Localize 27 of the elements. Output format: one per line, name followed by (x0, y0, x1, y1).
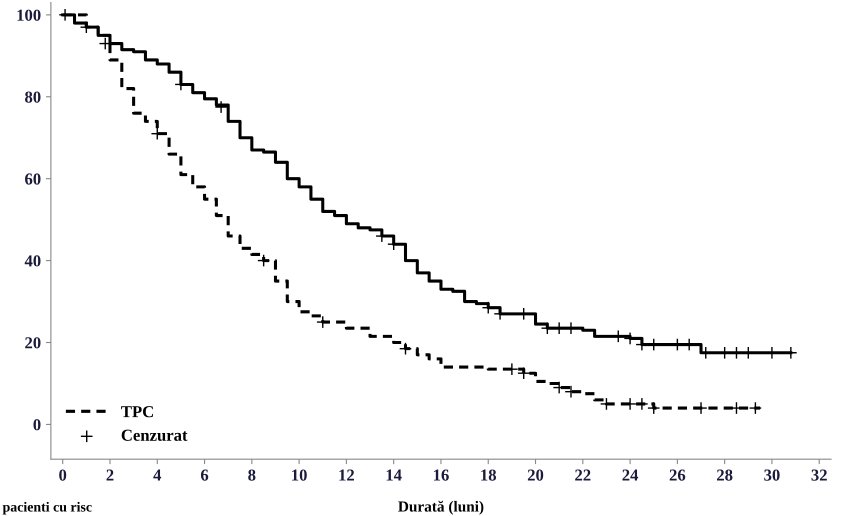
x-tick-label: 8 (248, 469, 256, 481)
x-tick-label: 22 (575, 469, 590, 481)
y-tick-label: 60 (25, 173, 41, 185)
x-tick-label: 30 (764, 469, 780, 481)
x-tick-label: 14 (386, 470, 402, 481)
x-tick-label: 2 (106, 469, 114, 481)
legend-label: Cenzurat (122, 430, 188, 441)
y-tick-label: 20 (25, 337, 41, 348)
x-tick-label: 32 (812, 469, 827, 481)
x-tick-label: 4 (153, 470, 162, 481)
text: pacienti cu risc (2, 502, 92, 514)
x-tick-label: 6 (200, 469, 208, 481)
y-tick-label: 100 (17, 10, 41, 21)
legend-label: TPC (121, 406, 153, 418)
y-tick-label: 40 (24, 255, 41, 267)
y-tick-label: 80 (25, 91, 41, 103)
x-tick-label: 20 (528, 469, 544, 481)
x-tick-label: 28 (717, 469, 732, 481)
x-tick-label: 12 (339, 469, 354, 481)
x-tick-label: 18 (481, 469, 496, 481)
x-tick-label: 10 (292, 469, 307, 481)
x-tick-label: 26 (670, 469, 686, 481)
x-axis-title: Durată (luni) (398, 500, 484, 515)
x-tick-label: 16 (434, 469, 449, 481)
x-tick-label: 24 (622, 469, 638, 481)
y-tick-label: 0 (33, 419, 41, 430)
x-tick-label: 0 (59, 469, 66, 481)
